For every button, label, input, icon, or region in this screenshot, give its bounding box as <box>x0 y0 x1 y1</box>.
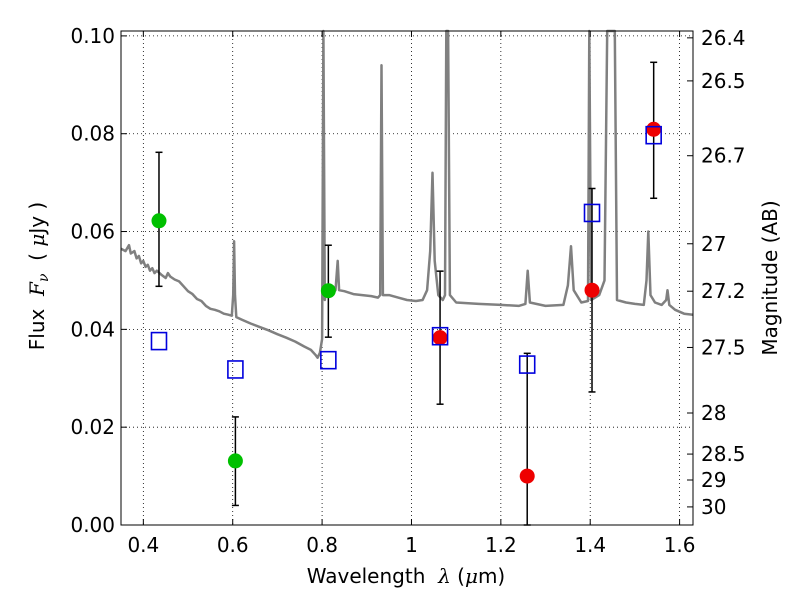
model-photometry-point <box>518 355 536 374</box>
spectrum-line <box>120 29 694 359</box>
y2-tick-label: 29 <box>701 468 726 492</box>
data-markers <box>150 121 662 484</box>
observed-nir-point <box>432 330 448 346</box>
axis-ticks <box>121 31 693 526</box>
y2-tick-label: 26.7 <box>701 144 746 168</box>
y2-tick-labels: 26.4 26.5 26.7 27 27.2 27.5 28 28.529 30 <box>701 26 746 519</box>
y2-tick-label: 28.5 <box>701 442 746 466</box>
model-photometry-point <box>227 360 244 379</box>
y2-tick-label: 28 <box>701 401 726 425</box>
y-tick-label: 0.02 <box>70 415 115 439</box>
x-tick-label: 0.8 <box>306 533 338 557</box>
y-tick-label: 0.04 <box>70 317 115 341</box>
y2-tick-label: 27.2 <box>701 279 746 303</box>
y2-tick-label: 26.5 <box>701 69 746 93</box>
model-photometry-point <box>645 125 662 145</box>
x-tick-label: 1.2 <box>485 533 517 557</box>
model-photometry-point <box>431 326 449 346</box>
x-tick-label: 1.4 <box>574 533 606 557</box>
y-tick-label: 0.06 <box>70 220 115 244</box>
observed-optical-point <box>320 283 336 299</box>
y2-tick-label: 30 <box>701 495 726 519</box>
model-photometry-point <box>320 350 337 370</box>
x-axis-title: Wavelength λ (μm) <box>307 564 506 588</box>
y-tick-labels: 0.00 0.02 0.04 0.06 0.08 0.10 <box>70 24 115 537</box>
y-tick-label: 0.08 <box>70 122 115 146</box>
y-tick-label: 0.00 <box>70 513 115 537</box>
x-tick-label: 0.4 <box>127 533 159 557</box>
x-tick-label: 0.6 <box>217 533 249 557</box>
y2-tick-label: 27 <box>701 232 726 256</box>
y2-tick-label: 27.5 <box>701 335 746 359</box>
x-tick-label: 1.6 <box>664 533 696 557</box>
y2-axis-title: Magnitude (AB) <box>758 200 782 355</box>
y-axis-title: Flux Fν ( μJy ) <box>25 202 52 350</box>
observed-nir-point <box>584 282 600 298</box>
template-spectrum <box>120 29 694 359</box>
plot-frame <box>120 30 694 526</box>
y-tick-label: 0.10 <box>70 24 115 48</box>
x-tick-label: 1 <box>405 533 418 557</box>
observed-optical-point <box>227 453 243 469</box>
observed-nir-point <box>519 468 535 484</box>
y2-tick-label: 26.4 <box>701 26 746 50</box>
model-photometry-point <box>150 331 168 351</box>
observed-optical-point <box>151 213 167 229</box>
model-photometry-point <box>583 203 601 223</box>
observed-nir-point <box>646 121 662 137</box>
x-tick-labels: 0.4 0.6 0.8 1 1.2 1.4 1.6 <box>127 533 695 557</box>
